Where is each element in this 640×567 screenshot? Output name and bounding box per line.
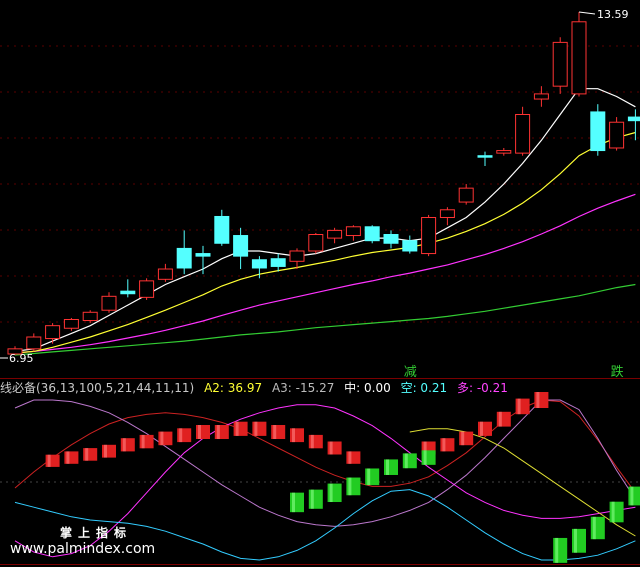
indicator-bar-highlight — [104, 444, 107, 458]
indicator-line-purple — [14, 399, 636, 527]
indicator-bar-highlight — [611, 501, 615, 523]
indicator-bar-highlight — [310, 434, 314, 449]
candle-up — [26, 336, 42, 350]
indicator-bar-highlight — [404, 453, 408, 469]
candle-up — [533, 93, 549, 100]
indicator-bar-highlight — [386, 459, 389, 475]
indicator-line-cyan — [14, 489, 636, 561]
indicator-bar-highlight — [461, 431, 465, 446]
candle-down — [477, 155, 493, 158]
ma-slow-line — [14, 193, 636, 354]
indicator-bar-highlight — [66, 451, 70, 464]
candle-up — [289, 250, 305, 262]
candle-up — [345, 226, 361, 237]
candle-down — [251, 259, 267, 269]
indicator-bar-highlight — [85, 448, 89, 461]
candle-up — [308, 234, 324, 252]
indicator-bar-highlight — [555, 537, 559, 563]
indicator-bar-highlight — [348, 477, 352, 496]
indicator-bar-highlight — [442, 438, 446, 452]
indicator-header: 线必备(36,13,100,5,21,44,11,11) A2: 36.97 A… — [0, 378, 514, 398]
candle-up — [609, 121, 625, 149]
indicator-bar-highlight — [122, 438, 126, 452]
watermark-url: www.palmindex.com — [10, 541, 156, 557]
indicator-bar-highlight — [47, 454, 51, 467]
candle-up — [571, 21, 587, 95]
indicator-bar-highlight — [310, 489, 314, 509]
indicator-bar-highlight — [216, 425, 220, 439]
indicator-bar-highlight — [536, 392, 540, 408]
candle-down — [176, 247, 192, 269]
indicator-bar-highlight — [630, 486, 634, 506]
high-price-label: 13.59 — [597, 8, 629, 21]
indicator-line-red — [14, 399, 636, 494]
indicator-bar-highlight — [592, 516, 596, 540]
candle-up — [421, 217, 437, 255]
indicator-bar-highlight — [292, 492, 295, 513]
candle-up — [101, 295, 117, 311]
indicator-name-params: 线必备(36,13,100,5,21,44,11,11) — [0, 381, 195, 395]
indicator-bar-highlight — [348, 451, 352, 464]
ma-mid-line — [14, 131, 636, 354]
indicator-bar-highlight — [498, 411, 502, 427]
indicator-bar-highlight — [254, 421, 258, 436]
indicator-line-yellow — [409, 428, 636, 537]
indicator-a3: A3: -15.27 — [271, 381, 335, 395]
candle-down — [590, 111, 606, 152]
signal-text: 跌 — [611, 364, 624, 380]
candle-down — [364, 226, 380, 242]
indicator-bar-highlight — [574, 528, 577, 553]
indicator-bar-highlight — [423, 441, 427, 455]
candle-down — [214, 215, 230, 244]
candle-down — [402, 240, 418, 252]
indicator-bar-green — [628, 486, 640, 506]
indicator-bar-highlight — [179, 428, 183, 443]
ma-fast-line — [14, 88, 636, 352]
candle-down — [195, 253, 211, 257]
indicator-bar-highlight — [329, 483, 333, 503]
candle-up — [157, 268, 173, 280]
low-price-label: 6.95 — [9, 352, 34, 365]
indicator-bottom-border — [0, 564, 640, 565]
indicator-bar-highlight — [273, 425, 277, 439]
indicator-bar-highlight — [198, 425, 201, 439]
high-pointer — [578, 11, 596, 15]
candle-up — [515, 113, 531, 154]
candle-up — [139, 280, 155, 298]
indicator-bar-highlight — [235, 421, 239, 436]
candle-up — [63, 318, 79, 329]
candle-down — [627, 116, 640, 122]
indicator-bar-highlight — [423, 450, 427, 465]
indicator-duo: 多: -0.21 — [456, 381, 508, 395]
candle-up — [552, 41, 568, 87]
watermark-title: 掌上指标 — [60, 526, 133, 540]
ma-long-line — [14, 283, 636, 356]
indicator-zhong: 中: 0.00 — [344, 381, 391, 395]
candle-down — [270, 258, 286, 267]
candle-down — [120, 290, 136, 295]
candle-up — [7, 348, 23, 355]
indicator-bar-highlight — [517, 398, 521, 415]
main-pane-separator — [0, 378, 640, 379]
indicator-bar-highlight — [480, 421, 483, 436]
candle-up — [458, 187, 474, 203]
indicator-a2: A2: 36.97 — [204, 381, 263, 395]
indicator-bar-highlight — [367, 468, 371, 486]
indicator-bar-highlight — [329, 441, 333, 455]
signal-text: 减 — [404, 365, 417, 380]
candle-down — [233, 235, 249, 257]
candle-up — [82, 311, 98, 322]
indicator-kong: 空: 0.21 — [400, 381, 448, 395]
candle-up — [496, 150, 512, 154]
indicator-bar-highlight — [292, 428, 295, 443]
candle-down — [383, 234, 399, 244]
indicator-bar-highlight — [160, 431, 164, 446]
candle-up — [327, 229, 343, 239]
indicator-bar-highlight — [141, 434, 145, 449]
candle-up — [45, 325, 61, 340]
candle-up — [439, 209, 455, 219]
